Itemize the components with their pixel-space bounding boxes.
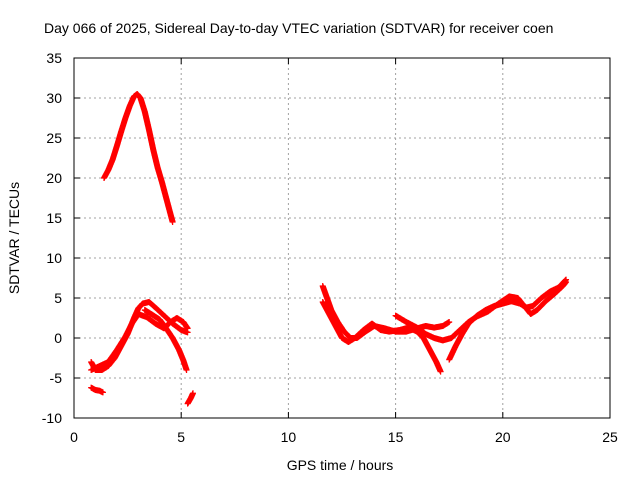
- data-point: [189, 390, 196, 397]
- plot-frame: [73, 57, 611, 419]
- data-point: [563, 276, 570, 283]
- chart-title: Day 066 of 2025, Sidereal Day-to-day VTE…: [44, 20, 553, 36]
- data-point: [184, 325, 191, 332]
- y-tick-label: 35: [46, 50, 62, 66]
- y-axis-label: SDTVAR / TECUs: [6, 182, 22, 294]
- x-tick-label: 25: [602, 429, 618, 445]
- y-tick-label: -5: [50, 370, 63, 386]
- y-tick-label: 10: [46, 250, 62, 266]
- data-point: [99, 389, 106, 396]
- x-tick-label: 0: [70, 429, 78, 445]
- series-track-midday-b: [319, 299, 444, 375]
- data-point: [437, 368, 444, 375]
- y-tick-label: 15: [46, 210, 62, 226]
- series-track-late: [446, 276, 570, 363]
- y-tick-label: 20: [46, 170, 62, 186]
- x-axis-label: GPS time / hours: [287, 457, 394, 473]
- y-tick-label: 25: [46, 130, 62, 146]
- y-tick-label: 30: [46, 90, 62, 106]
- axis-ticks-layer: 0 5 10 15 20 25 -10 -5 0 5 10 15 20 25 30 35: [42, 50, 618, 445]
- x-tick-label: 15: [388, 429, 404, 445]
- series-track-high-arc: [101, 91, 176, 225]
- x-tick-label: 10: [281, 429, 297, 445]
- data-point: [169, 219, 176, 225]
- data-point: [446, 319, 453, 325]
- grid-layer: [74, 58, 610, 418]
- y-tick-label: 0: [54, 330, 62, 346]
- series-track-early-low: [88, 384, 106, 396]
- data-point: [183, 367, 190, 373]
- x-tick-label: 5: [177, 429, 185, 445]
- y-tick-label: 5: [54, 290, 62, 306]
- series-track-early-descent: [141, 307, 190, 373]
- x-tick-label: 20: [495, 429, 511, 445]
- data-marks-layer: [88, 91, 570, 407]
- series-track-early-small: [184, 390, 196, 407]
- y-tick-label: -10: [42, 410, 62, 426]
